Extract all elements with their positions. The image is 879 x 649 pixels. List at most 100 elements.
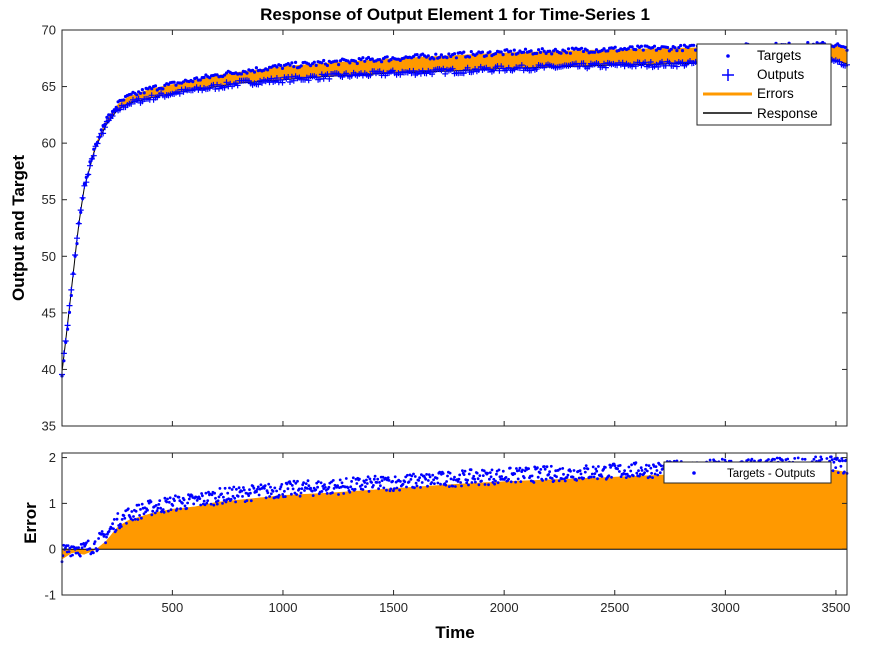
error-point [338,478,342,482]
error-point [92,551,95,555]
error-point [76,551,80,555]
error-point [533,465,537,469]
legend-label-errors: Errors [757,86,794,101]
target-point [314,63,318,67]
target-point [79,210,83,214]
target-point [447,52,451,56]
target-point [484,54,488,58]
error-point [363,481,367,484]
error-point [583,470,587,474]
errors-area [62,470,847,560]
target-point [82,182,86,186]
error-point [209,502,213,506]
error-point [786,457,790,461]
target-point [320,61,324,65]
error-point [220,492,224,496]
error-point [283,489,286,493]
target-point [150,87,154,91]
error-point [259,483,263,487]
error-point [358,477,361,481]
target-point [73,254,77,258]
error-point [619,475,623,478]
error-point [157,503,161,506]
error-point [558,467,562,471]
error-point [168,496,172,500]
error-point [375,481,379,484]
error-point [500,475,503,478]
top-legend-box [696,43,832,126]
error-point [116,512,120,515]
error-point [323,483,326,487]
error-point [134,509,138,513]
error-point [814,455,817,459]
top-y-tick-label: 60 [42,136,56,151]
error-point [487,483,490,487]
error-point [508,466,512,470]
target-point [191,80,195,84]
error-point [305,487,309,490]
target-point [692,43,696,47]
target-point [581,49,586,54]
bottom-legend-box [663,461,832,484]
error-point [654,465,658,468]
target-point [630,45,634,49]
error-point [395,486,399,490]
target-point [639,44,644,48]
error-point [630,463,633,467]
error-point [78,554,82,558]
target-point [122,98,126,102]
error-point [283,495,287,498]
error-point [539,468,543,471]
error-point [156,506,160,510]
target-point [679,43,683,48]
error-point [372,477,376,481]
error-point [747,458,750,461]
error-point [457,477,461,481]
error-point [545,465,549,469]
error-point [336,484,339,487]
error-point [150,513,154,517]
error-point [231,494,235,498]
error-point [252,486,256,490]
error-point [360,483,364,487]
error-point [562,472,565,476]
legend-label-outputs: Outputs [757,67,805,82]
error-point [836,471,840,474]
error-point [249,499,253,503]
error-point [107,530,111,533]
error-point [399,480,402,483]
error-point [300,487,304,490]
target-point [641,48,645,52]
target-point [673,46,677,50]
error-point [425,473,428,476]
target-point [135,93,139,97]
error-point [593,472,597,475]
error-point [66,544,70,547]
error-point [812,457,816,461]
error-point [377,487,380,491]
error-point [159,506,163,510]
error-point [241,495,244,498]
target-point [494,52,498,56]
error-point [348,490,352,494]
target-point [75,242,79,246]
error-point [62,543,66,547]
error-point [475,471,479,475]
error-point [235,487,238,491]
error-point [80,546,84,550]
error-point [213,491,217,495]
error-point [536,466,539,470]
error-point [380,479,384,482]
error-point [445,480,448,483]
error-point [138,514,142,517]
legend-marker-targets-minus-outputs [692,471,696,475]
error-point [222,499,226,502]
error-point [103,533,107,536]
error-point [153,511,157,515]
error-point [86,539,90,543]
error-point [602,467,605,471]
error-point [151,509,155,513]
error-point [350,480,353,483]
error-point [496,481,500,485]
